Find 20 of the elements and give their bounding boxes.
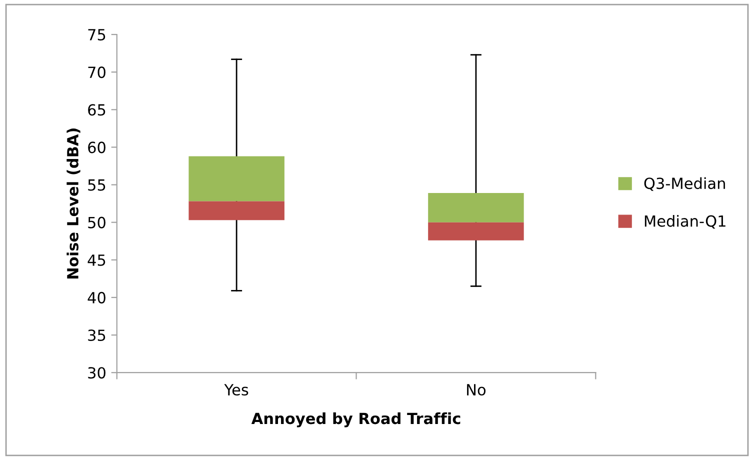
- x-axis-title: Annoyed by Road Traffic: [251, 412, 460, 428]
- legend-label: Median-Q1: [644, 215, 726, 229]
- bar: [188, 201, 284, 220]
- y-tick-label: 55: [88, 179, 106, 191]
- y-tick-label: 50: [88, 216, 106, 228]
- y-tick-label: 75: [88, 29, 106, 41]
- bar: [428, 222, 524, 240]
- y-tick-label: 40: [88, 292, 106, 304]
- y-axis-title: Noise Level (dBA): [66, 128, 80, 278]
- y-tick-label: 30: [88, 367, 106, 379]
- legend-label: Q3-Median: [644, 177, 725, 191]
- bar: [188, 156, 284, 202]
- x-tick-label: No: [467, 384, 486, 396]
- y-tick-label: 60: [88, 142, 106, 154]
- y-tick-label: 45: [88, 254, 106, 266]
- y-tick-label: 70: [88, 66, 106, 78]
- x-tick-label: Yes: [224, 384, 248, 396]
- y-tick-label: 35: [88, 330, 106, 342]
- bar: [428, 193, 524, 222]
- y-tick-label: 65: [88, 104, 106, 116]
